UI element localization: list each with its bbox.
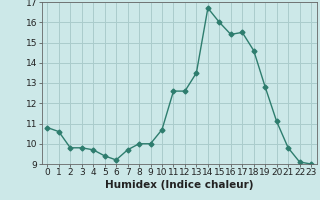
X-axis label: Humidex (Indice chaleur): Humidex (Indice chaleur) xyxy=(105,180,253,190)
